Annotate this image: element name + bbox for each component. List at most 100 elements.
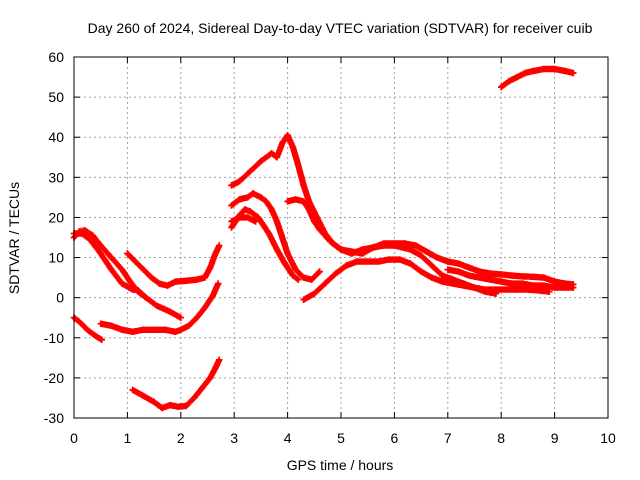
data-point — [265, 230, 273, 237]
data-point — [508, 280, 516, 287]
data-point — [428, 262, 435, 269]
data-point — [92, 332, 99, 339]
data-point — [172, 278, 179, 285]
data-point — [449, 280, 457, 287]
data-point — [428, 274, 435, 281]
axis-ticks: 0 1 2 3 4 5 6 7 8 9 10 -30 -20 -10 0 10 20 30 40 50 60 — [44, 49, 616, 446]
chart-title: Day 260 of 2024, Sidereal Day-to-day VTE… — [88, 20, 593, 36]
data-point — [519, 280, 526, 287]
data-point — [164, 282, 171, 289]
data-point — [279, 234, 286, 241]
data-point — [417, 268, 425, 275]
data-point — [292, 266, 299, 273]
data-point — [148, 274, 155, 281]
data-point — [257, 158, 265, 165]
data-point — [212, 250, 219, 257]
data-point — [236, 214, 243, 221]
series-arc-5 — [124, 242, 223, 289]
data-point — [153, 302, 160, 309]
data-point — [300, 182, 307, 189]
data-point — [279, 140, 286, 147]
data-point — [129, 386, 136, 394]
data-point — [327, 238, 334, 245]
data-point — [206, 264, 214, 271]
grid — [74, 57, 608, 418]
data-point — [190, 394, 198, 402]
data-point — [118, 280, 126, 287]
data-point — [305, 198, 313, 205]
data-point — [343, 262, 350, 269]
y-tick-label: -10 — [44, 330, 64, 346]
data-point — [481, 286, 489, 293]
data-series — [70, 65, 577, 412]
data-point — [166, 401, 174, 409]
data-point — [476, 268, 484, 275]
data-point — [140, 266, 147, 273]
data-point — [300, 296, 307, 303]
data-point — [182, 402, 190, 410]
data-point — [300, 274, 307, 281]
data-point — [295, 276, 302, 283]
data-point — [487, 276, 494, 283]
data-point — [97, 242, 104, 249]
data-point — [385, 256, 393, 263]
data-point — [455, 268, 462, 275]
x-axis-label: GPS time / hours — [287, 457, 394, 473]
data-point — [508, 272, 516, 279]
data-point — [244, 194, 251, 201]
data-point — [308, 276, 315, 283]
data-point — [289, 144, 297, 151]
data-point — [407, 260, 414, 267]
data-point — [412, 242, 419, 249]
data-point — [300, 198, 307, 205]
x-tick-label: 10 — [600, 430, 616, 446]
series-arc-10 — [228, 214, 259, 225]
data-point — [255, 214, 262, 221]
data-point — [124, 250, 131, 257]
y-tick-label: 20 — [48, 209, 64, 225]
data-point — [530, 273, 537, 281]
data-point — [551, 278, 558, 285]
data-point — [118, 326, 126, 333]
data-point — [118, 266, 126, 273]
data-point — [182, 277, 190, 285]
x-tick-label: 5 — [337, 430, 345, 446]
data-point — [465, 272, 473, 279]
data-point — [311, 290, 318, 297]
data-point — [289, 272, 297, 279]
y-tick-label: 0 — [56, 290, 64, 306]
data-point — [492, 286, 500, 293]
data-point — [380, 242, 387, 249]
x-tick-label: 8 — [497, 430, 505, 446]
data-point — [487, 270, 494, 277]
data-point — [284, 198, 291, 205]
y-tick-label: -30 — [44, 410, 64, 426]
data-point — [498, 278, 505, 285]
data-point — [260, 222, 267, 229]
data-point — [108, 254, 115, 261]
y-tick-label: 60 — [48, 49, 64, 65]
data-point — [206, 374, 214, 382]
x-tick-label: 6 — [391, 430, 399, 446]
data-point — [540, 65, 548, 73]
data-point — [268, 206, 275, 213]
x-tick-label: 3 — [230, 430, 238, 446]
data-point — [241, 206, 249, 213]
data-point — [460, 282, 468, 289]
data-point — [530, 67, 537, 75]
data-point — [244, 214, 251, 221]
series-arc-4 — [97, 280, 222, 335]
data-point — [498, 83, 505, 91]
data-point — [249, 190, 257, 197]
data-point — [86, 236, 94, 243]
data-point — [514, 286, 521, 293]
data-point — [391, 242, 398, 249]
data-point — [407, 246, 414, 253]
data-point — [150, 326, 158, 333]
data-point — [89, 232, 96, 239]
data-point — [476, 274, 484, 281]
data-point — [150, 398, 158, 406]
data-point — [174, 403, 182, 410]
